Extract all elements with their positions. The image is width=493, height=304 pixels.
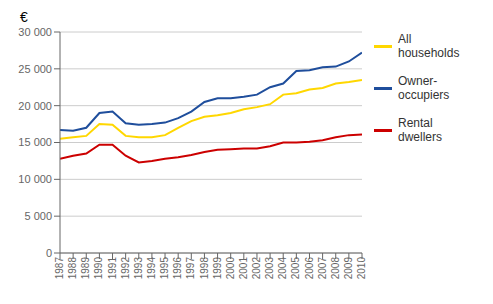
svg-text:1990: 1990 <box>93 257 104 280</box>
html-text:All households: All households <box>398 32 460 60</box>
svg-text:1987: 1987 <box>54 257 65 280</box>
svg-text:2003: 2003 <box>264 257 275 280</box>
svg-text:1993: 1993 <box>133 257 144 280</box>
svg-text:0: 0 <box>46 247 52 259</box>
svg-text:1989: 1989 <box>80 257 91 280</box>
svg-text:2010: 2010 <box>356 257 367 280</box>
svg-text:2002: 2002 <box>251 257 262 280</box>
svg-text:1991: 1991 <box>107 257 118 280</box>
svg-text:1992: 1992 <box>120 257 131 280</box>
svg-text:1999: 1999 <box>212 257 223 280</box>
svg-text:1998: 1998 <box>199 257 210 280</box>
svg-text:2006: 2006 <box>304 257 315 280</box>
svg-text:2004: 2004 <box>277 257 288 280</box>
svg-text:2009: 2009 <box>343 257 354 280</box>
svg-text:10 000: 10 000 <box>18 173 52 185</box>
svg-text:5 000: 5 000 <box>24 210 52 222</box>
svg-text:1995: 1995 <box>159 257 170 280</box>
svg-text:1988: 1988 <box>67 257 78 280</box>
svg-text:1994: 1994 <box>146 257 157 280</box>
svg-text:25 000: 25 000 <box>18 63 52 75</box>
svg-text:20 000: 20 000 <box>18 100 52 112</box>
svg-text:2007: 2007 <box>317 257 328 280</box>
svg-text:2001: 2001 <box>238 257 249 280</box>
svg-text:2005: 2005 <box>290 257 301 280</box>
svg-text:15 000: 15 000 <box>18 136 52 148</box>
html-text:Owner- occupiers: Owner- occupiers <box>398 74 450 102</box>
html-text:Rental dwellers: Rental dwellers <box>398 116 442 144</box>
svg-text:1997: 1997 <box>185 257 196 280</box>
svg-text:1996: 1996 <box>172 257 183 280</box>
svg-text:2008: 2008 <box>330 257 341 280</box>
svg-text:30 000: 30 000 <box>18 26 52 38</box>
svg-text:2000: 2000 <box>225 257 236 280</box>
